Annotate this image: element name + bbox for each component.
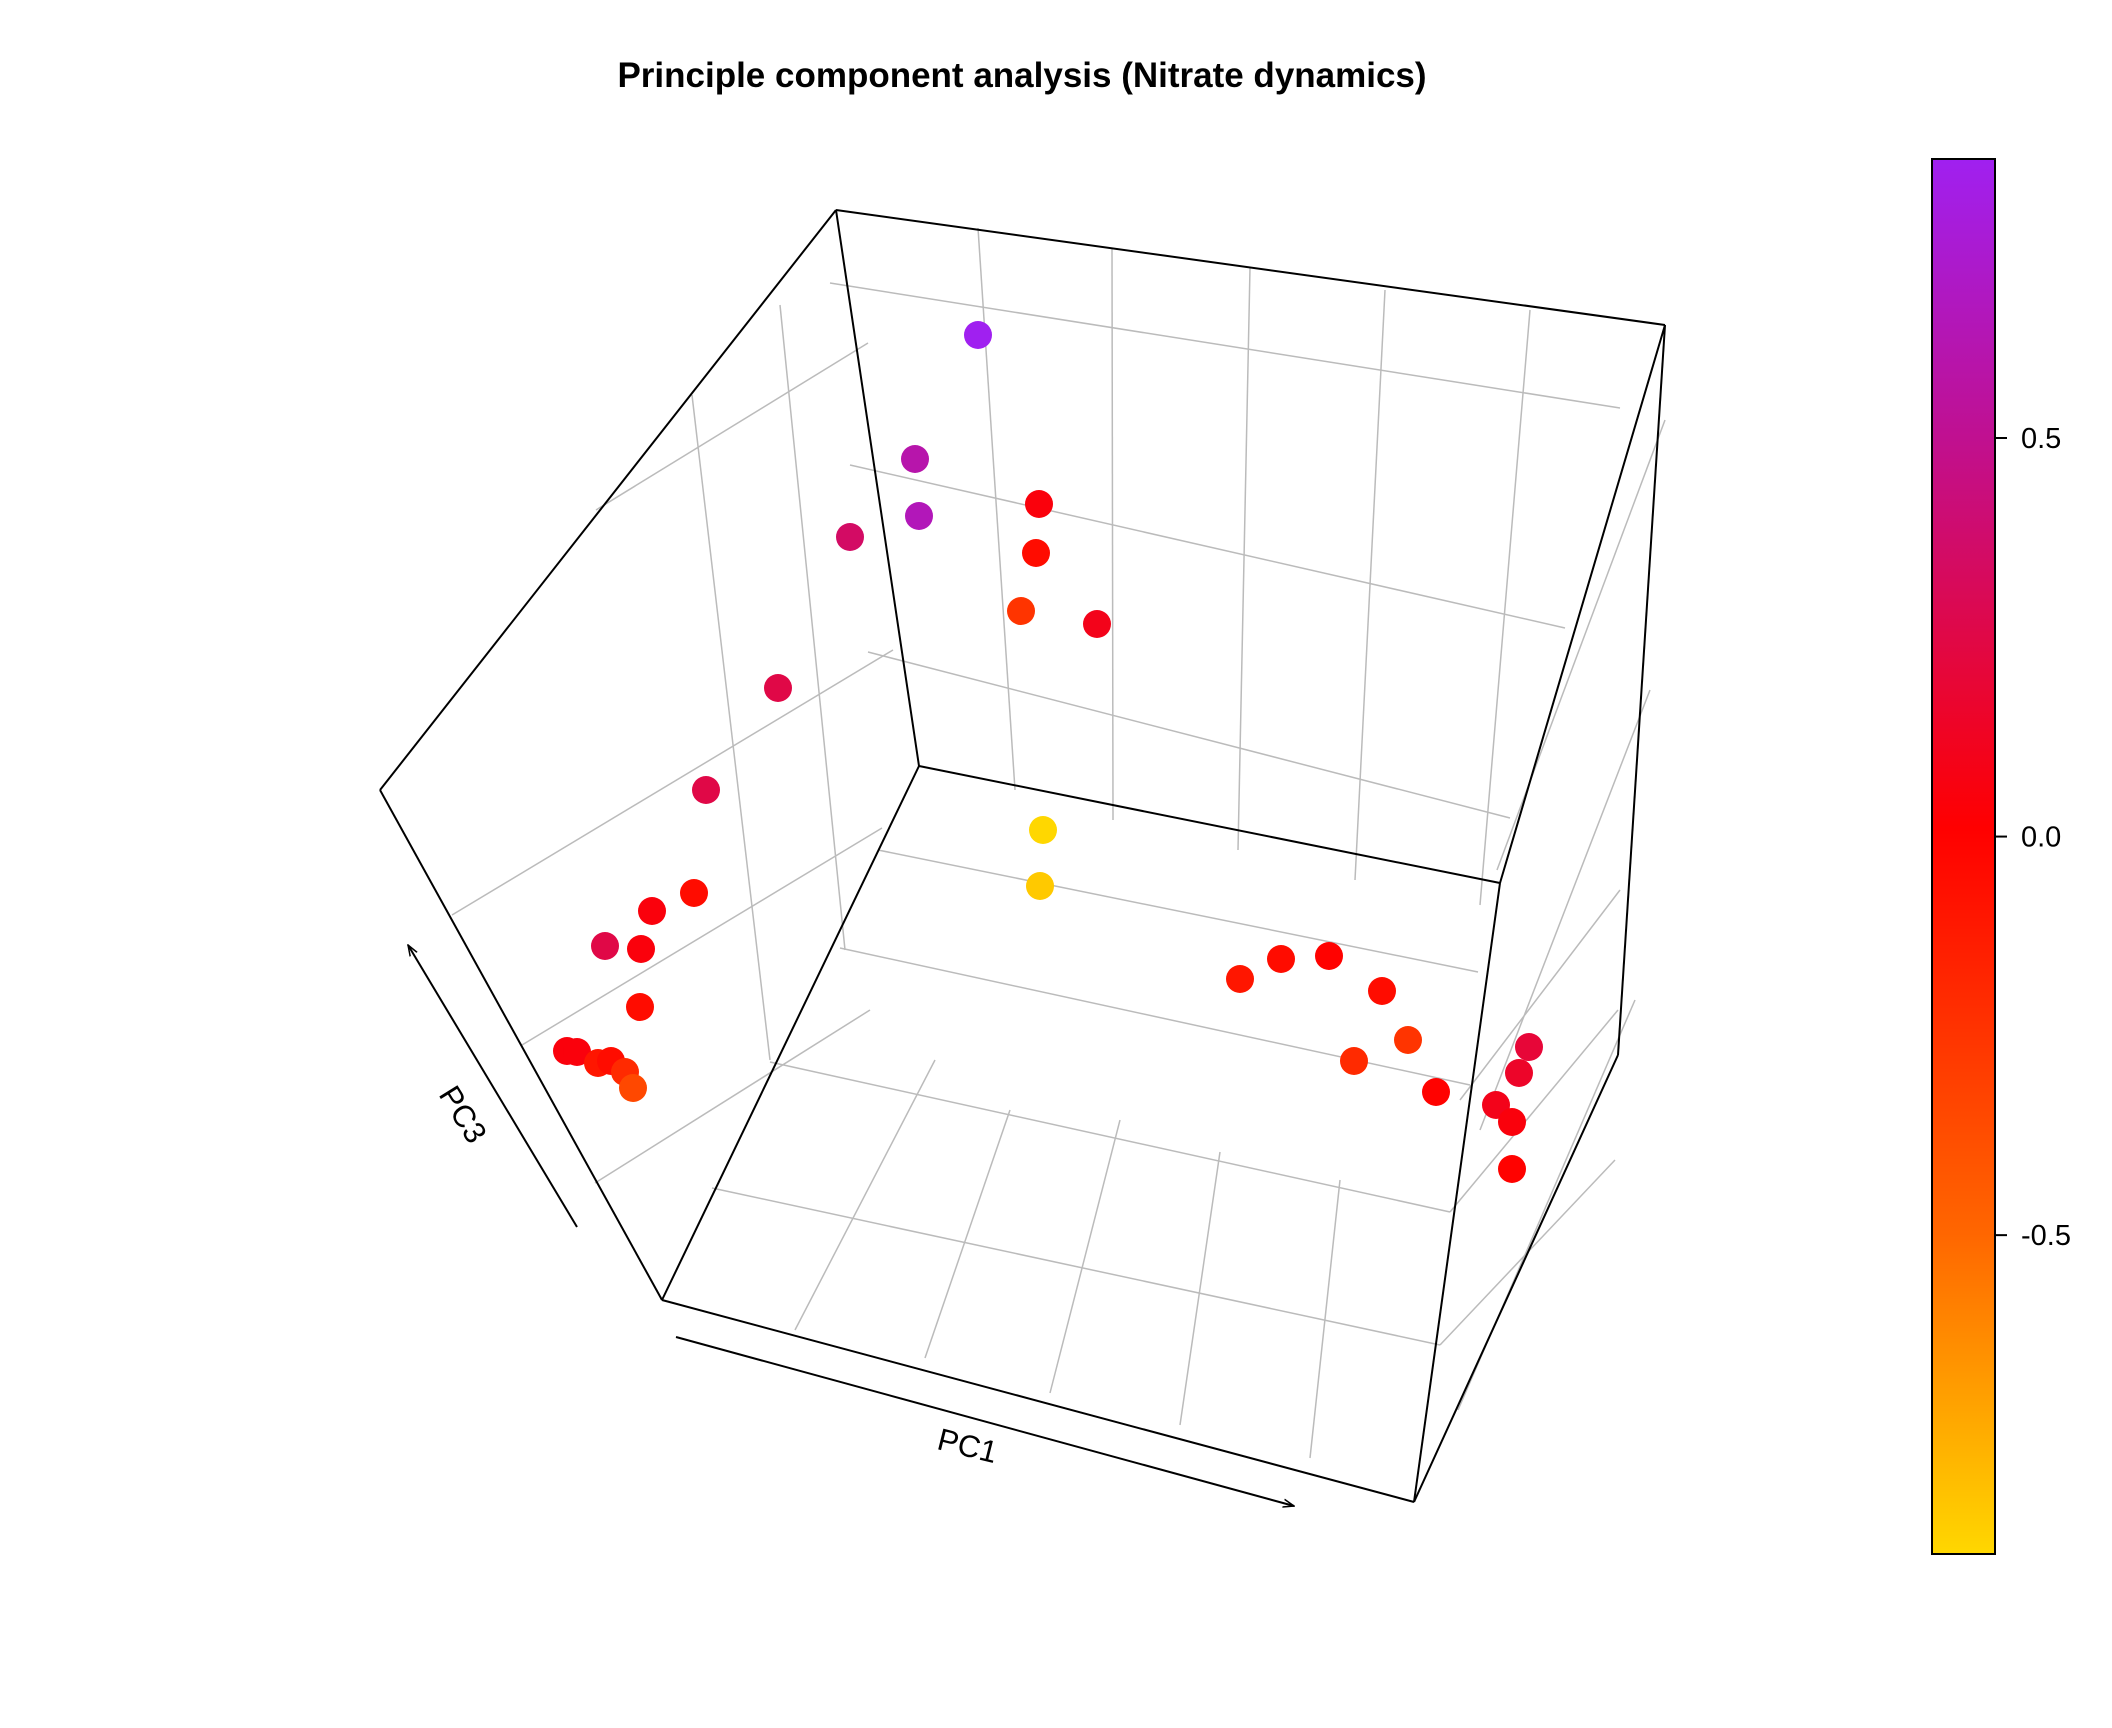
data-point <box>905 502 933 530</box>
data-point <box>680 879 708 907</box>
chart-title: Principle component analysis (Nitrate dy… <box>617 56 1427 95</box>
data-point <box>1026 872 1054 900</box>
data-point <box>964 321 992 349</box>
scatter-points <box>553 321 1543 1183</box>
data-point <box>764 674 792 702</box>
data-point <box>619 1074 647 1102</box>
grid-lines <box>451 227 1666 1459</box>
colorbar: 0.5 0.0 -0.5 <box>1931 158 2071 1555</box>
data-point <box>1498 1108 1526 1136</box>
data-point <box>1498 1155 1526 1183</box>
data-point <box>1394 1026 1422 1054</box>
data-point <box>1340 1047 1368 1075</box>
colorbar-ticks: 0.5 0.0 -0.5 <box>1995 423 2071 1252</box>
pc3-axis-label: PC3 <box>432 1080 494 1150</box>
colorbar-gradient <box>1931 158 1996 1555</box>
data-point <box>1226 965 1254 993</box>
plot-box <box>379 209 1666 1503</box>
data-point <box>1515 1033 1543 1061</box>
data-point <box>1007 597 1035 625</box>
data-point <box>1422 1078 1450 1106</box>
data-point <box>627 935 655 963</box>
data-point <box>563 1038 591 1066</box>
data-point <box>1025 490 1053 518</box>
colorbar-tick-label: 0.5 <box>2021 423 2061 455</box>
data-point <box>1267 945 1295 973</box>
data-point <box>836 523 864 551</box>
data-point <box>1022 539 1050 567</box>
data-point <box>591 932 619 960</box>
data-point <box>901 445 929 473</box>
data-point <box>1315 942 1343 970</box>
data-point <box>1029 816 1057 844</box>
data-point <box>626 993 654 1021</box>
colorbar-tick-label: -0.5 <box>2021 1220 2071 1252</box>
data-point <box>1505 1059 1533 1087</box>
data-point <box>638 897 666 925</box>
pc1-axis-arrow <box>675 1336 1294 1506</box>
pc1-axis-label: PC1 <box>934 1422 1001 1471</box>
colorbar-tick-label: 0.0 <box>2021 822 2061 854</box>
data-point <box>692 776 720 804</box>
data-point <box>1368 977 1396 1005</box>
data-point <box>1083 610 1111 638</box>
pc3-axis-arrow <box>408 945 578 1228</box>
